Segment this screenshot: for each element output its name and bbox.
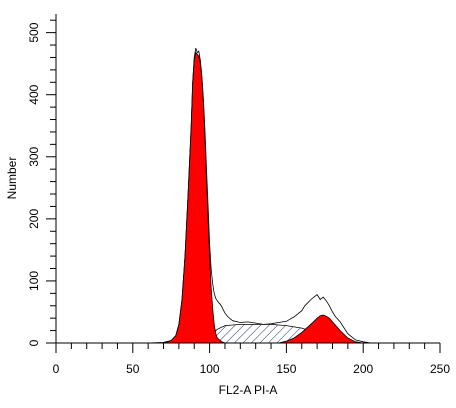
x-tick-label: 50 [126, 362, 140, 376]
x-tick-label: 0 [53, 362, 60, 376]
series-g1-peak-area [163, 51, 226, 344]
axes: 0 50 100 150 200 250 0 100 200 300 400 500 [27, 14, 450, 376]
series-histogram-line [148, 47, 371, 344]
series-g2-peak-area [278, 314, 364, 344]
x-tick-label: 200 [353, 362, 373, 376]
x-axis-title: FL2-A PI-A [219, 383, 278, 397]
y-tick-label: 100 [27, 271, 41, 291]
y-axis-title: Number [5, 157, 19, 200]
y-tick-label: 400 [27, 84, 41, 104]
y-tick-label: 0 [27, 339, 41, 346]
y-tick-label: 300 [27, 146, 41, 166]
x-tick-label: 250 [430, 362, 450, 376]
y-tick-label: 500 [27, 22, 41, 42]
x-tick-label: 100 [200, 362, 220, 376]
plot-area [148, 47, 371, 344]
x-tick-label: 150 [276, 362, 296, 376]
y-tick-label: 200 [27, 209, 41, 229]
